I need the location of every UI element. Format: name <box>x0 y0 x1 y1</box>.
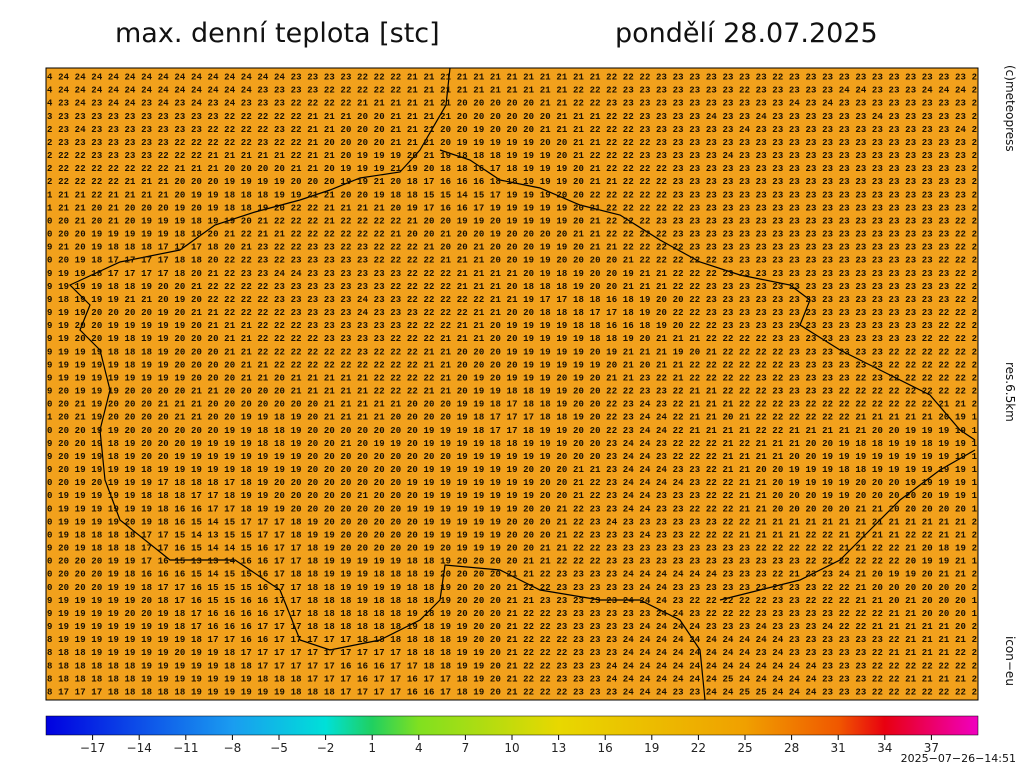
grid-row: 9 19 19 18 17 17 17 17 18 20 21 22 23 23… <box>47 269 977 279</box>
grid-row: 0 20 21 19 20 20 20 21 21 21 20 20 20 20… <box>47 400 977 410</box>
grid-row: 9 19 19 20 20 20 20 19 20 21 21 22 22 22… <box>47 308 977 318</box>
grid-row: 8 18 18 18 18 18 19 19 19 19 19 19 19 18… <box>47 674 977 684</box>
tick-label: −5 <box>270 741 288 755</box>
grid-row: 1 20 21 19 20 20 20 20 21 21 20 20 19 19… <box>47 413 978 423</box>
grid-row: 0 19 19 19 19 19 19 18 16 16 17 17 18 19… <box>47 504 978 514</box>
tick-label: −17 <box>80 741 105 755</box>
grid-row: 8 18 18 18 18 18 19 19 19 19 19 18 18 17… <box>47 661 977 671</box>
grid-row: 9 19 19 19 18 18 18 19 20 20 20 21 21 22… <box>47 347 977 357</box>
colorbar <box>45 715 979 736</box>
grid-row: 0 20 20 20 19 19 17 16 15 13 13 14 16 16… <box>47 557 978 567</box>
model-name: icon−eu <box>1003 636 1017 686</box>
grid-row: 9 19 19 19 19 20 20 19 18 17 16 16 16 16… <box>47 609 978 619</box>
border-line <box>719 449 976 601</box>
grid-row: 0 19 18 18 18 18 17 17 15 14 13 15 15 17… <box>47 530 977 540</box>
grid-row: 4 24 24 24 24 24 24 24 24 24 24 24 24 23… <box>47 86 977 96</box>
grid-row: 3 23 23 23 23 23 23 23 23 23 23 22 22 22… <box>47 112 977 122</box>
grid-row: 0 19 19 19 19 20 19 18 16 15 14 15 17 17… <box>47 517 977 527</box>
tick-label: 16 <box>598 741 613 755</box>
tick-label: −11 <box>173 741 198 755</box>
tick-label: 28 <box>784 741 799 755</box>
grid-row: 1 21 21 22 21 21 21 21 20 19 19 18 18 18… <box>47 190 977 200</box>
grid-row: 9 20 19 19 19 20 20 20 20 21 21 20 20 20… <box>47 387 977 397</box>
copyright: (c)meteopress <box>1003 65 1017 152</box>
grid-row: 9 21 20 19 18 18 18 17 17 17 18 20 21 23… <box>47 243 977 253</box>
resolution: res.6.5km <box>1003 362 1017 422</box>
grid-row: 9 19 19 19 19 19 19 19 18 17 16 16 16 17… <box>47 622 977 632</box>
grid-row: 9 19 19 19 19 19 19 19 19 20 20 20 21 21… <box>47 373 977 383</box>
grid-row: 2 22 22 23 23 23 23 22 22 22 21 21 21 21… <box>47 151 977 161</box>
grid-row: 8 17 17 17 18 18 18 18 18 19 19 19 19 19… <box>47 687 977 697</box>
tick-label: 25 <box>737 741 752 755</box>
grid-row: 2 23 24 23 23 23 23 23 23 23 22 22 22 22… <box>47 125 977 135</box>
grid-row: 0 20 20 19 19 19 19 19 18 18 20 21 22 21… <box>47 230 977 240</box>
tick-label: −2 <box>317 741 335 755</box>
grid-row: 0 20 21 20 21 20 19 19 19 18 19 19 20 21… <box>47 216 977 226</box>
grid-row: 9 20 19 19 19 19 18 19 19 19 19 19 18 19… <box>47 465 978 475</box>
tick-label: 13 <box>551 741 566 755</box>
grid-row: 0 20 19 20 19 19 19 17 18 18 18 17 18 19… <box>47 478 978 488</box>
grid-row: 2 22 22 22 22 22 22 22 21 21 21 20 20 20… <box>47 164 977 174</box>
grid-row: 0 19 19 19 19 19 18 18 18 17 17 18 19 19… <box>47 491 978 501</box>
grid-row: 2 22 22 22 22 21 21 21 20 20 20 19 19 19… <box>47 177 977 187</box>
grid-row: 0 20 19 18 17 17 17 17 18 18 20 22 22 23… <box>47 256 977 266</box>
tick-label: 19 <box>644 741 659 755</box>
border-line <box>439 149 976 441</box>
grid-row: 9 19 19 19 18 18 19 20 20 21 22 22 22 22… <box>47 282 977 292</box>
grid-row: 9 19 19 19 19 18 19 19 20 20 20 20 21 21… <box>47 360 977 370</box>
grid-row: 9 19 19 19 19 19 20 18 17 16 15 15 16 16… <box>47 596 978 606</box>
grid-row: 9 19 20 20 19 18 19 19 20 20 20 21 21 22… <box>47 334 977 344</box>
tick-label: 22 <box>691 741 706 755</box>
tick-label: −8 <box>224 741 242 755</box>
tick-label: 1 <box>368 741 376 755</box>
map-date: pondělí 28.07.2025 <box>615 18 878 49</box>
border-line <box>68 67 706 701</box>
tick-label: −14 <box>127 741 152 755</box>
map-title: max. denní teplota [stc] <box>115 18 440 49</box>
map-area <box>45 67 979 701</box>
timestamp: 2025−07−26−14:51 <box>901 752 1016 765</box>
grid-row: 0 20 20 19 19 20 20 20 20 20 20 19 19 18… <box>47 426 978 436</box>
grid-row: 8 19 19 19 19 19 19 19 19 18 17 17 16 16… <box>47 635 977 645</box>
grid-row: 9 18 19 19 19 21 21 20 19 20 22 22 22 22… <box>47 295 977 305</box>
tick-label: 37 <box>924 741 939 755</box>
tick-label: 10 <box>504 741 519 755</box>
grid-row: 9 20 20 19 18 19 20 20 20 19 19 19 19 18… <box>47 439 978 449</box>
grid-row: 4 24 24 24 24 24 24 24 24 24 24 24 24 24… <box>47 73 977 83</box>
tick-label: 7 <box>462 741 470 755</box>
grid-row: 0 20 20 20 19 18 16 16 16 15 14 15 15 16… <box>47 570 977 580</box>
grid-row: 9 20 19 19 18 19 20 20 19 19 19 19 19 19… <box>47 452 978 462</box>
grid-row: 4 23 24 23 24 24 23 24 23 24 23 24 23 23… <box>47 99 977 109</box>
tick-label: 34 <box>877 741 892 755</box>
tick-label: 4 <box>415 741 423 755</box>
grid-row: 0 20 20 20 19 19 18 17 17 16 15 15 15 16… <box>47 583 977 593</box>
grid-row: 9 20 19 18 18 18 17 17 16 15 14 14 15 16… <box>47 544 977 554</box>
grid-row: 9 19 20 20 19 19 19 19 19 20 21 21 21 22… <box>47 321 977 331</box>
grid-row: 2 23 23 23 23 23 23 23 22 22 22 22 22 23… <box>47 138 977 148</box>
grid-row: 1 21 21 20 21 20 20 20 19 20 19 18 18 19… <box>47 203 977 213</box>
tick-label: 31 <box>831 741 846 755</box>
grid-row: 8 18 18 19 19 19 19 19 20 19 19 18 17 17… <box>47 648 977 658</box>
